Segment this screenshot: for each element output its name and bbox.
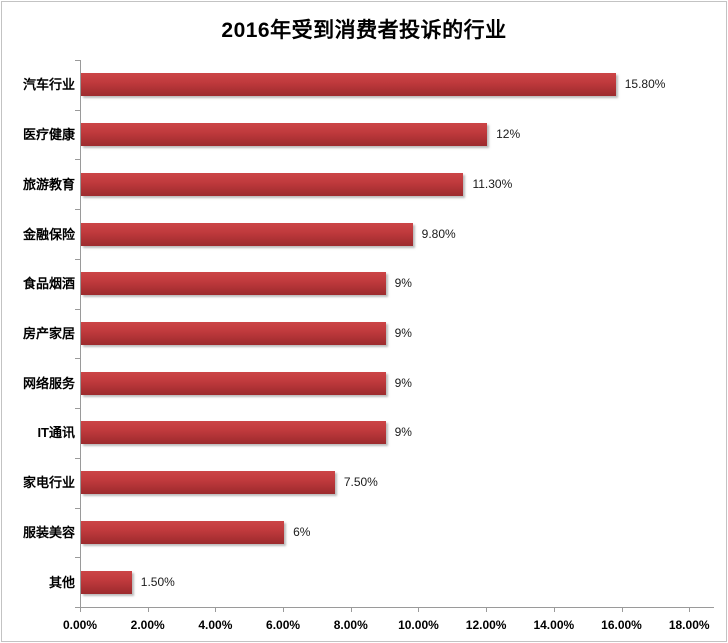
bar[interactable] bbox=[81, 222, 413, 246]
category-label: 金融保险 bbox=[22, 226, 75, 242]
bar[interactable] bbox=[81, 520, 285, 544]
x-axis-tick bbox=[418, 608, 420, 612]
x-axis-tick bbox=[350, 608, 352, 612]
bar[interactable] bbox=[81, 570, 132, 594]
y-axis-tick bbox=[75, 408, 80, 410]
value-label: 9% bbox=[394, 425, 412, 440]
value-label: 9.80% bbox=[421, 226, 456, 241]
category-label: 网络服务 bbox=[22, 375, 75, 391]
x-axis-tick-label: 0.00% bbox=[62, 618, 98, 632]
y-axis-tick bbox=[75, 258, 80, 260]
x-axis-tick bbox=[621, 608, 623, 612]
x-axis-tick-label: 2.00% bbox=[130, 618, 165, 632]
category-label: IT通讯 bbox=[37, 425, 75, 441]
bar[interactable] bbox=[81, 172, 464, 196]
value-label: 6% bbox=[293, 524, 311, 539]
x-axis-tick-label: 16.00% bbox=[601, 618, 642, 632]
bar[interactable] bbox=[81, 421, 386, 445]
value-label: 11.30% bbox=[472, 176, 513, 191]
x-axis-tick-label: 18.00% bbox=[668, 618, 710, 632]
category-label: 汽车行业 bbox=[22, 77, 75, 93]
value-label: 12% bbox=[496, 127, 521, 142]
y-axis-tick bbox=[75, 457, 80, 459]
y-axis-tick bbox=[75, 607, 80, 608]
category-label: 服装美容 bbox=[22, 524, 75, 540]
category-label: 医疗健康 bbox=[22, 127, 75, 143]
x-axis-tick bbox=[486, 608, 488, 612]
bar[interactable] bbox=[81, 73, 616, 97]
y-axis-tick bbox=[75, 358, 80, 360]
bar[interactable] bbox=[81, 123, 488, 147]
x-axis-tick bbox=[283, 608, 285, 612]
x-axis-line bbox=[80, 607, 714, 608]
chart-title: 2016年受到消费者投诉的行业 bbox=[221, 19, 507, 42]
y-axis-tick bbox=[75, 507, 80, 509]
x-axis-tick-label: 6.00% bbox=[266, 618, 301, 632]
value-label: 7.50% bbox=[343, 475, 378, 490]
x-axis-tick bbox=[215, 608, 217, 612]
category-label: 食品烟酒 bbox=[22, 276, 75, 292]
x-axis-tick-label: 10.00% bbox=[398, 618, 439, 632]
bar[interactable] bbox=[81, 371, 386, 395]
bar[interactable] bbox=[81, 471, 335, 495]
value-label: 9% bbox=[394, 276, 412, 291]
y-axis-tick bbox=[75, 159, 80, 161]
x-axis-tick bbox=[553, 608, 555, 612]
plot-area: 汽车行业 15.80% 医疗健康 12% 旅游教育 11.30% 金融保险 9.80% 食品烟酒… bbox=[23, 60, 714, 632]
bar[interactable] bbox=[81, 272, 386, 296]
value-label: 9% bbox=[394, 326, 412, 340]
x-axis-tick bbox=[147, 608, 149, 612]
y-axis-tick bbox=[75, 109, 80, 111]
x-axis-tick-label: 8.00% bbox=[333, 618, 368, 632]
category-label: 旅游教育 bbox=[22, 176, 75, 192]
y-axis-tick bbox=[75, 60, 80, 61]
y-axis-line bbox=[80, 60, 81, 607]
y-axis-tick bbox=[75, 209, 80, 211]
x-axis-tick-label: 4.00% bbox=[198, 618, 233, 632]
x-axis-tick-label: 14.00% bbox=[533, 618, 575, 632]
value-label: 15.80% bbox=[624, 77, 666, 92]
category-label: 房产家居 bbox=[22, 326, 75, 341]
value-label: 9% bbox=[394, 375, 412, 390]
x-axis-tick bbox=[689, 608, 691, 612]
y-axis-tick bbox=[75, 308, 80, 310]
bar[interactable] bbox=[81, 322, 386, 345]
value-label: 1.50% bbox=[140, 574, 175, 589]
category-label: 其他 bbox=[48, 574, 75, 590]
x-axis-tick bbox=[80, 608, 81, 612]
category-label: 家电行业 bbox=[22, 475, 75, 491]
x-axis-tick-label: 12.00% bbox=[465, 618, 507, 632]
y-axis-tick bbox=[75, 557, 80, 559]
